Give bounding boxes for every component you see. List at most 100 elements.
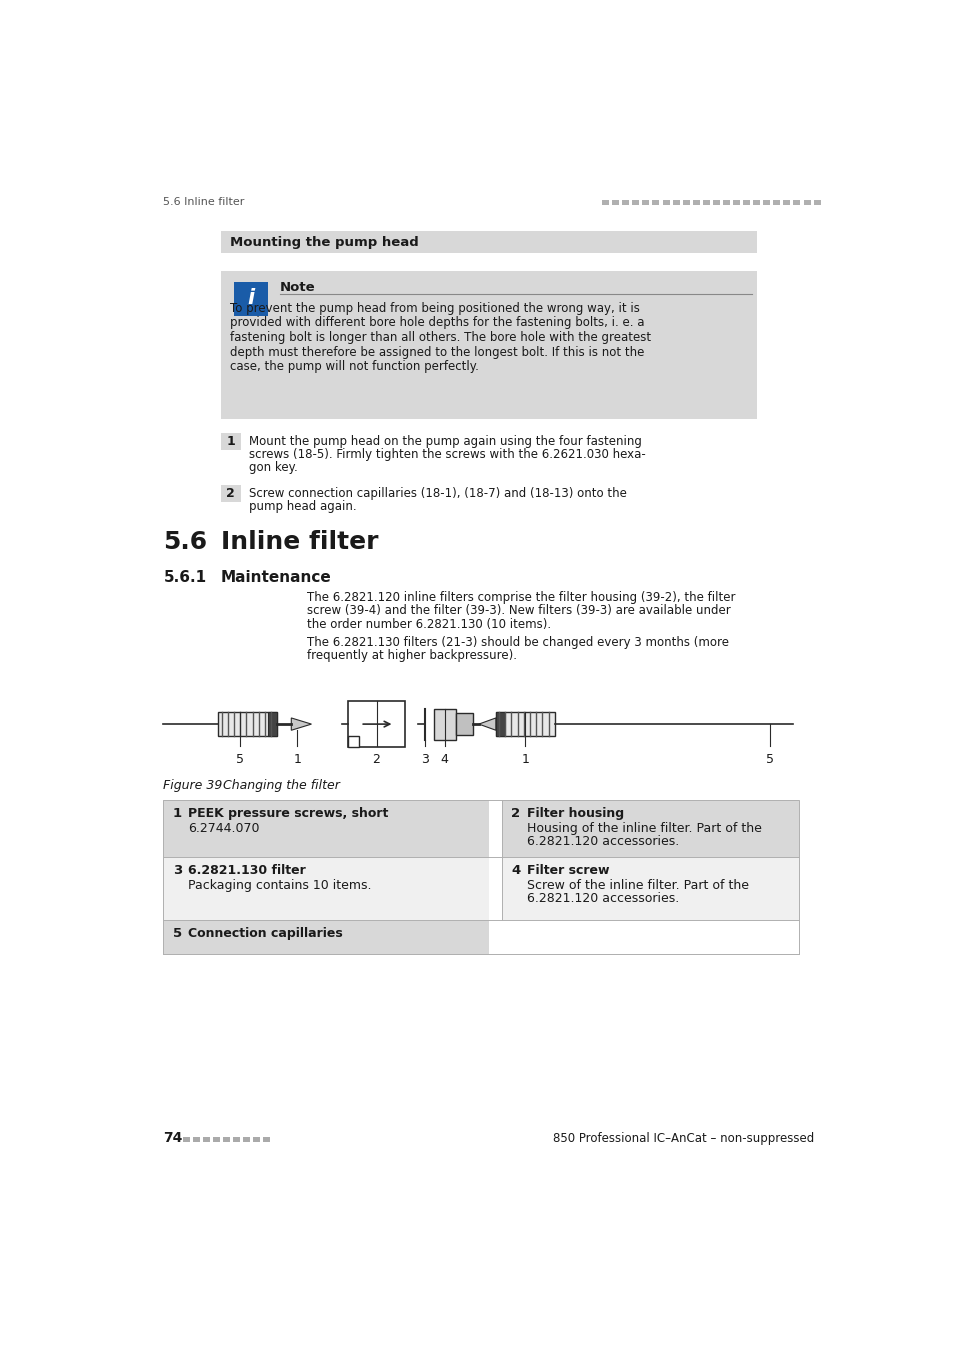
Text: 5: 5 <box>172 927 182 940</box>
Bar <box>762 200 769 205</box>
Bar <box>802 200 810 205</box>
Text: PEEK pressure screws, short: PEEK pressure screws, short <box>188 807 388 819</box>
Bar <box>732 200 740 205</box>
Text: 1: 1 <box>294 753 301 765</box>
Text: 1: 1 <box>172 807 182 819</box>
Text: 5: 5 <box>236 753 244 765</box>
Bar <box>652 200 659 205</box>
Text: 4: 4 <box>440 753 448 765</box>
Bar <box>218 711 277 736</box>
Bar <box>348 701 405 747</box>
Text: provided with different bore hole depths for the fastening bolts, i. e. a: provided with different bore hole depths… <box>230 316 644 329</box>
Text: 6.2744.070: 6.2744.070 <box>188 822 259 834</box>
Bar <box>753 200 760 205</box>
Bar <box>501 799 798 856</box>
Text: Inline filter: Inline filter <box>220 531 378 555</box>
Text: The 6.2821.120 inline filters comprise the filter housing (39-2), the filter: The 6.2821.120 inline filters comprise t… <box>307 591 735 605</box>
Bar <box>163 856 488 919</box>
Text: 3: 3 <box>172 864 182 878</box>
Text: 850 Professional IC–AnCat – non-suppressed: 850 Professional IC–AnCat – non-suppress… <box>553 1131 814 1145</box>
Text: i: i <box>247 288 254 308</box>
Text: 5.6 Inline filter: 5.6 Inline filter <box>163 197 245 207</box>
Bar <box>496 711 555 736</box>
Text: Connection capillaries: Connection capillaries <box>188 927 343 940</box>
Bar <box>661 200 669 205</box>
Bar <box>183 1137 190 1142</box>
Text: 74: 74 <box>163 1131 183 1145</box>
Text: screw (39-4) and the filter (39-3). New filters (39-3) are available under: screw (39-4) and the filter (39-3). New … <box>307 605 730 617</box>
Text: Figure 39: Figure 39 <box>163 779 223 792</box>
Text: the order number 6.2821.130 (10 items).: the order number 6.2821.130 (10 items). <box>307 617 550 630</box>
Text: fastening bolt is longer than all others. The bore hole with the greatest: fastening bolt is longer than all others… <box>230 331 651 344</box>
Text: 6.2821.130 filter: 6.2821.130 filter <box>188 864 306 878</box>
Text: 1: 1 <box>521 753 529 765</box>
Bar <box>702 200 709 205</box>
Text: Screw connection capillaries (18-1), (18-7) and (18-13) onto the: Screw connection capillaries (18-1), (18… <box>249 487 627 501</box>
Text: Packaging contains 10 items.: Packaging contains 10 items. <box>188 879 372 891</box>
Bar <box>641 200 649 205</box>
Text: 5: 5 <box>765 753 774 765</box>
Text: screws (18-5). Firmly tighten the screws with the 6.2621.030 hexa-: screws (18-5). Firmly tighten the screws… <box>249 448 645 462</box>
Text: 6.2821.120 accessories.: 6.2821.120 accessories. <box>526 836 679 848</box>
Text: 2: 2 <box>373 753 380 765</box>
Text: Maintenance: Maintenance <box>220 570 332 586</box>
Bar <box>672 200 679 205</box>
Text: 5.6: 5.6 <box>163 531 208 555</box>
Text: To prevent the pump head from being positioned the wrong way, it is: To prevent the pump head from being posi… <box>230 302 639 315</box>
Text: Changing the filter: Changing the filter <box>212 779 340 792</box>
Text: 1: 1 <box>226 435 235 448</box>
Bar <box>223 1137 230 1142</box>
Bar <box>263 1137 270 1142</box>
Bar <box>253 1137 260 1142</box>
Bar <box>434 709 456 740</box>
Bar <box>712 200 720 205</box>
Bar <box>621 200 629 205</box>
Bar <box>220 271 757 420</box>
Bar <box>722 200 729 205</box>
Bar <box>203 1137 210 1142</box>
Bar <box>682 200 689 205</box>
Bar <box>742 200 749 205</box>
Text: 4: 4 <box>511 864 520 878</box>
Text: gon key.: gon key. <box>249 462 298 474</box>
Bar <box>268 711 277 736</box>
Bar <box>601 200 608 205</box>
Polygon shape <box>291 718 311 730</box>
Bar <box>456 713 472 734</box>
Bar <box>233 282 268 316</box>
Text: Note: Note <box>279 281 315 294</box>
Bar <box>793 200 800 205</box>
Text: 3: 3 <box>420 753 428 765</box>
Bar <box>213 1137 220 1142</box>
Bar <box>632 200 639 205</box>
Text: Filter screw: Filter screw <box>526 864 609 878</box>
Text: 2: 2 <box>511 807 520 819</box>
Bar <box>496 711 505 736</box>
Text: frequently at higher backpressure).: frequently at higher backpressure). <box>307 649 517 662</box>
Text: case, the pump will not function perfectly.: case, the pump will not function perfect… <box>230 360 478 374</box>
Bar <box>220 433 241 450</box>
Text: Mounting the pump head: Mounting the pump head <box>230 236 418 248</box>
Bar <box>501 856 798 919</box>
Text: pump head again.: pump head again. <box>249 501 356 513</box>
Bar <box>163 799 798 953</box>
Bar <box>773 200 780 205</box>
Text: Housing of the inline filter. Part of the: Housing of the inline filter. Part of th… <box>526 822 761 834</box>
Bar <box>233 1137 240 1142</box>
Polygon shape <box>478 718 496 730</box>
Bar <box>612 200 618 205</box>
Text: Screw of the inline filter. Part of the: Screw of the inline filter. Part of the <box>526 879 748 891</box>
Text: 6.2821.120 accessories.: 6.2821.120 accessories. <box>526 892 679 906</box>
Bar <box>220 231 757 252</box>
Bar <box>692 200 699 205</box>
Bar <box>220 486 241 502</box>
Text: depth must therefore be assigned to the longest bolt. If this is not the: depth must therefore be assigned to the … <box>230 346 644 359</box>
Text: The 6.2821.130 filters (21-3) should be changed every 3 months (more: The 6.2821.130 filters (21-3) should be … <box>307 636 728 649</box>
Text: Mount the pump head on the pump again using the four fastening: Mount the pump head on the pump again us… <box>249 435 641 448</box>
Bar <box>782 200 790 205</box>
Bar <box>193 1137 199 1142</box>
Text: Filter housing: Filter housing <box>526 807 623 819</box>
Bar <box>163 919 488 953</box>
Bar <box>243 1137 250 1142</box>
Bar <box>163 799 488 856</box>
